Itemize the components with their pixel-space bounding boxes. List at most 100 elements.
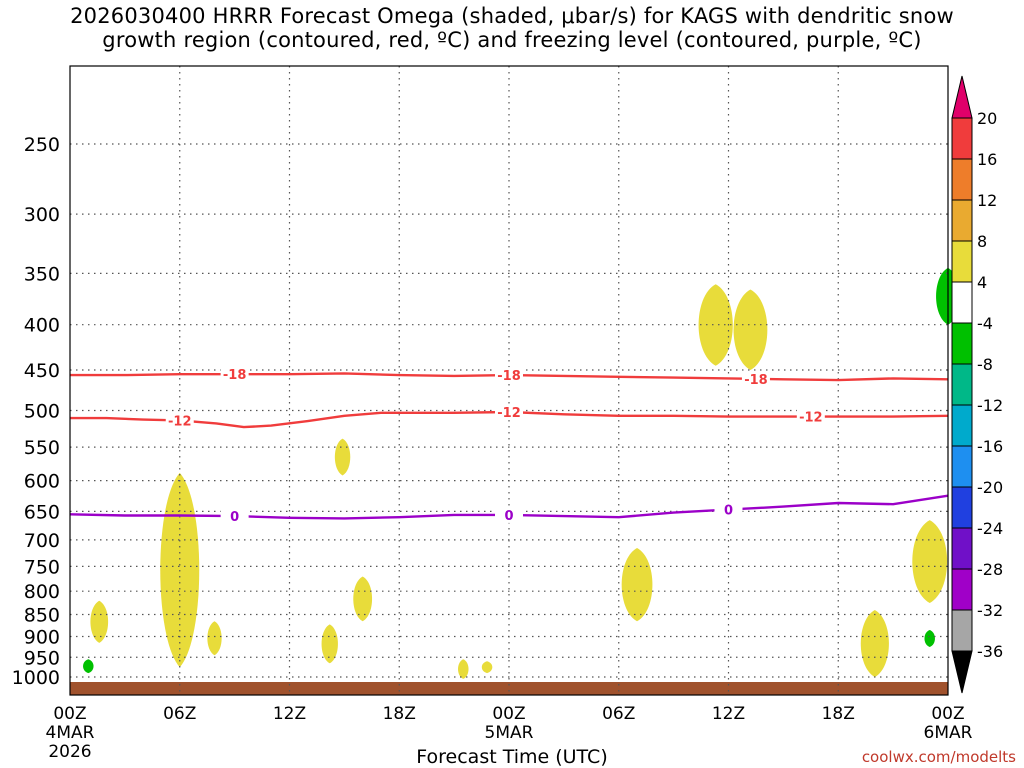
omega-region-3 xyxy=(334,438,351,476)
colorbar-segment-6 xyxy=(951,363,973,406)
x-tick-label-h48: 00Z xyxy=(931,704,964,724)
colorbar-segment-7 xyxy=(951,404,973,447)
colorbar-label-2: 12 xyxy=(977,191,997,210)
x-tick-date-h0: 4MAR xyxy=(46,723,95,743)
y-tick-label-400: 400 xyxy=(24,315,60,337)
colorbar-label-10: -24 xyxy=(977,519,1003,538)
omega-region-5 xyxy=(353,576,373,622)
colorbar-label-0: 20 xyxy=(977,109,997,128)
omega-region-4 xyxy=(321,624,338,664)
y-tick-label-350: 350 xyxy=(24,263,60,285)
omega-region-7 xyxy=(481,661,493,674)
contour-label-0-0: -18 xyxy=(223,368,247,383)
y-tick-label-300: 300 xyxy=(24,204,60,226)
chart-title-line-1: 2026030400 HRRR Forecast Omega (shaded, … xyxy=(70,4,954,28)
omega-region-12 xyxy=(912,520,948,604)
colorbar-label-9: -20 xyxy=(977,478,1003,497)
colorbar-segment-8 xyxy=(951,445,973,488)
omega-shading-layer xyxy=(83,267,960,679)
y-tick-label-650: 650 xyxy=(24,501,60,523)
y-tick-label-500: 500 xyxy=(24,401,60,423)
colorbar-arrow-top xyxy=(951,75,973,119)
omega-region-2 xyxy=(207,621,222,656)
x-tick-label-h0: 00Z xyxy=(53,704,86,724)
colorbar-label-11: -28 xyxy=(977,560,1003,579)
y-tick-label-600: 600 xyxy=(24,471,60,493)
omega-region-10 xyxy=(733,289,768,370)
y-tick-label-800: 800 xyxy=(24,581,60,603)
colorbar-label-6: -8 xyxy=(977,355,993,374)
x-tick-date-h24: 5MAR xyxy=(485,723,534,743)
contour-label-bg-1-2 xyxy=(796,408,825,425)
plot-frame xyxy=(69,65,949,696)
colorbar-label-4: 4 xyxy=(977,273,987,292)
contour-label-bg-0-0 xyxy=(220,366,249,383)
contour-label-2-0: 0 xyxy=(230,510,239,525)
x-tick-label-h30: 06Z xyxy=(602,704,635,724)
ground-strip xyxy=(70,682,948,695)
x-tick-label-h18: 18Z xyxy=(383,704,416,724)
x-axis-title: Forecast Time (UTC) xyxy=(416,746,608,768)
colorbar-label-12: -32 xyxy=(977,601,1003,620)
contour-label-bg-0-2 xyxy=(741,370,770,387)
x-tick-label-h24: 00Z xyxy=(492,704,525,724)
colorbar-arrow-bottom xyxy=(951,650,973,694)
contour-label-bg-2-0 xyxy=(220,508,249,525)
y-tick-label-250: 250 xyxy=(24,134,60,156)
colorbar-segment-10 xyxy=(951,527,973,570)
contour-label-bg-1-1 xyxy=(495,404,523,421)
x-tick-label-h12: 12Z xyxy=(273,704,306,724)
colorbar-segment-3 xyxy=(951,240,973,283)
y-tick-label-900: 900 xyxy=(24,626,60,648)
contour-label-bg-0-1 xyxy=(495,367,523,384)
y-tick-label-950: 950 xyxy=(24,647,60,669)
colorbar-segment-12 xyxy=(951,609,973,652)
omega-region-6 xyxy=(458,659,469,679)
contour-label-1-2: -12 xyxy=(799,411,823,426)
x-tick-year-h0: 2026 xyxy=(48,742,91,762)
contour-layer: -18 -18 -18 -12 -12 -12 0 0 0 xyxy=(69,366,949,525)
colorbar-segment-5 xyxy=(951,322,973,365)
plot-border xyxy=(69,65,949,696)
contour-label-2-1: 0 xyxy=(504,509,513,524)
chart-title-line-2: growth region (contoured, red, ºC) and f… xyxy=(102,28,922,52)
contour-label-0-1: -18 xyxy=(497,369,521,384)
x-tick-date-h48: 6MAR xyxy=(924,723,973,743)
y-tick-label-550: 550 xyxy=(24,437,60,459)
contour-label-0-2: -18 xyxy=(744,373,768,388)
x-tick-label-h36: 12Z xyxy=(712,704,745,724)
colorbar-segment-11 xyxy=(951,568,973,611)
colorbar-segment-0 xyxy=(951,117,973,160)
credit-link[interactable]: coolwx.com/modelts xyxy=(861,748,1016,766)
contour-label-2-2: 0 xyxy=(724,504,733,519)
y-tick-label-750: 750 xyxy=(24,556,60,578)
chart-title: 2026030400 HRRR Forecast Omega (shaded, … xyxy=(0,4,1024,52)
omega-region-0 xyxy=(90,600,109,643)
ground-layer xyxy=(70,682,948,695)
x-tick-label-h6: 06Z xyxy=(163,704,196,724)
y-tick-label-850: 850 xyxy=(24,605,60,627)
contour-label-bg-1-0 xyxy=(165,412,194,429)
colorbar-segment-1 xyxy=(951,158,973,201)
contour-label-1-0: -12 xyxy=(168,414,192,429)
omega-region-13 xyxy=(83,659,94,674)
colorbar-segment-9 xyxy=(951,486,973,529)
colorbar-label-7: -12 xyxy=(977,396,1003,415)
x-tick-label-h42: 18Z xyxy=(822,704,855,724)
y-tick-label-1000: 1000 xyxy=(12,667,60,689)
colorbar: 20 16 12 8 4 -4 -8 -12 -16 -20 -24 -28 -32 -36 xyxy=(951,75,1003,694)
colorbar-label-1: 16 xyxy=(977,150,997,169)
omega-region-14 xyxy=(924,630,935,648)
omega-region-11 xyxy=(860,609,889,677)
axes-layer: 2503003504004505005506006507007508008509… xyxy=(12,134,973,762)
colorbar-label-13: -36 xyxy=(977,642,1003,661)
contour-label-bg-2-1 xyxy=(495,506,523,523)
y-tick-label-700: 700 xyxy=(24,530,60,552)
colorbar-label-5: -4 xyxy=(977,314,993,333)
colorbar-label-3: 8 xyxy=(977,232,987,251)
colorbar-label-8: -16 xyxy=(977,437,1003,456)
omega-region-8 xyxy=(621,548,653,622)
colorbar-segment-4 xyxy=(951,281,973,324)
contour-label-1-1: -12 xyxy=(497,406,521,421)
